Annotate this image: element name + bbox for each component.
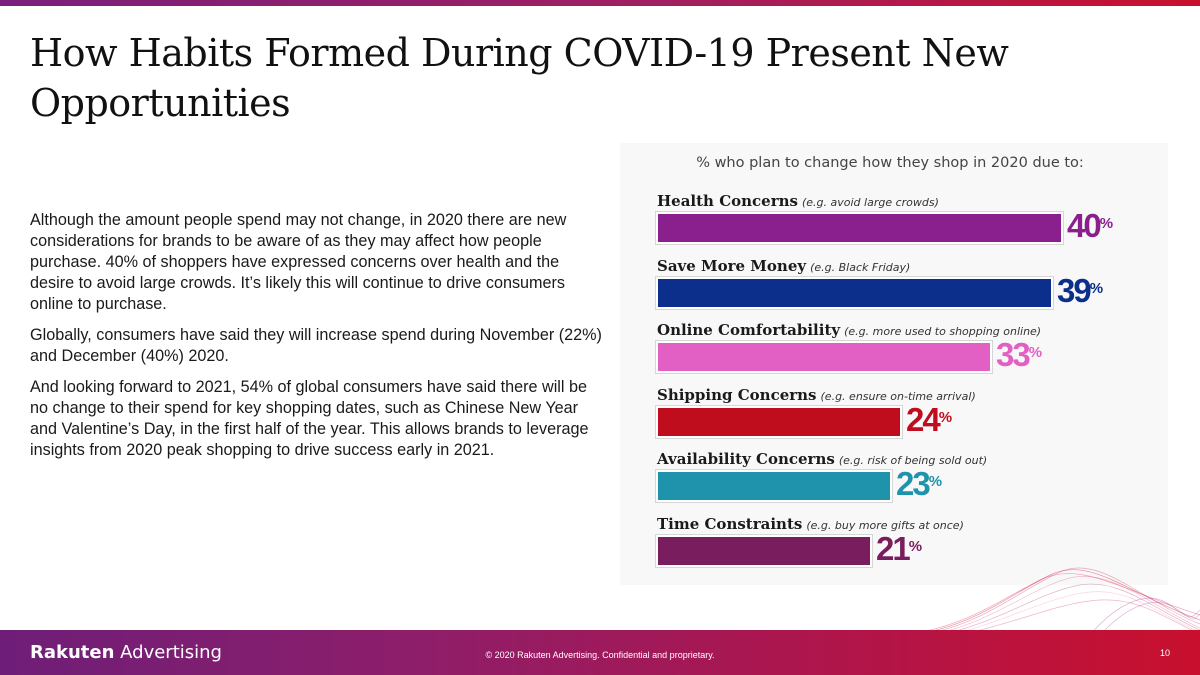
category-name: Save More Money <box>657 256 807 275</box>
paragraph-2: Globally, consumers have said they will … <box>30 326 602 365</box>
top-accent-bar <box>0 0 1200 6</box>
category-example: (e.g. risk of being sold out) <box>838 454 988 467</box>
category-label: Time Constraints (e.g. buy more gifts at … <box>657 515 964 533</box>
bar <box>658 407 900 436</box>
chart-title: % who plan to change how they shop in 20… <box>696 155 1084 171</box>
paragraph-1: Although the amount people spend may not… <box>30 211 567 313</box>
category-example: (e.g. Black Friday) <box>810 260 911 274</box>
value-label: 40% <box>1067 207 1114 244</box>
logo-bold-text: Rakuten <box>30 642 115 663</box>
category-name: Online Comfortability <box>657 321 841 339</box>
category-example: (e.g. ensure on-time arrival) <box>820 389 976 403</box>
category-name: Availability Concerns <box>657 450 835 468</box>
category-label: Shipping Concerns (e.g. ensure on-time ar… <box>657 386 976 404</box>
page-title: How Habits Formed During COVID-19 Presen… <box>30 31 1009 125</box>
category-name: Shipping Concerns <box>657 385 817 404</box>
value-label: 23% <box>896 465 943 502</box>
category-label: Health Concerns (e.g. avoid large crowds) <box>657 192 939 210</box>
logo-light-text: Advertising <box>114 642 222 663</box>
category-label: Online Comfortability (e.g. more used to … <box>657 321 1041 339</box>
category-example: (e.g. more used to shopping online) <box>844 325 1042 338</box>
category-name: Time Constraints <box>657 514 803 533</box>
body-text: Although the amount people spend may not… <box>30 210 605 471</box>
bar <box>658 278 1051 307</box>
decorative-wave-graphic <box>900 567 1200 635</box>
bar <box>658 214 1061 242</box>
bar <box>658 343 990 371</box>
copyright-notice: © 2020 Rakuten Advertising. Confidential… <box>485 650 715 660</box>
paragraph-3: And looking forward to 2021, 54% of glob… <box>30 378 589 459</box>
bar <box>658 536 870 565</box>
value-label: 21% <box>876 529 923 567</box>
category-example: (e.g. buy more gifts at once) <box>806 518 964 532</box>
footer-bar <box>0 630 1200 675</box>
value-label: 24% <box>906 400 953 438</box>
bar <box>658 472 890 500</box>
value-label: 33% <box>996 336 1043 373</box>
category-example: (e.g. avoid large crowds) <box>801 196 939 209</box>
category-label: Availability Concerns (e.g. risk of being… <box>657 450 987 468</box>
value-label: 39% <box>1057 271 1104 309</box>
category-name: Health Concerns <box>657 192 798 210</box>
page-number: 10 <box>1160 648 1171 658</box>
rakuten-advertising-logo: Rakuten Advertising <box>30 642 222 663</box>
category-label: Save More Money (e.g. Black Friday) <box>657 257 910 275</box>
